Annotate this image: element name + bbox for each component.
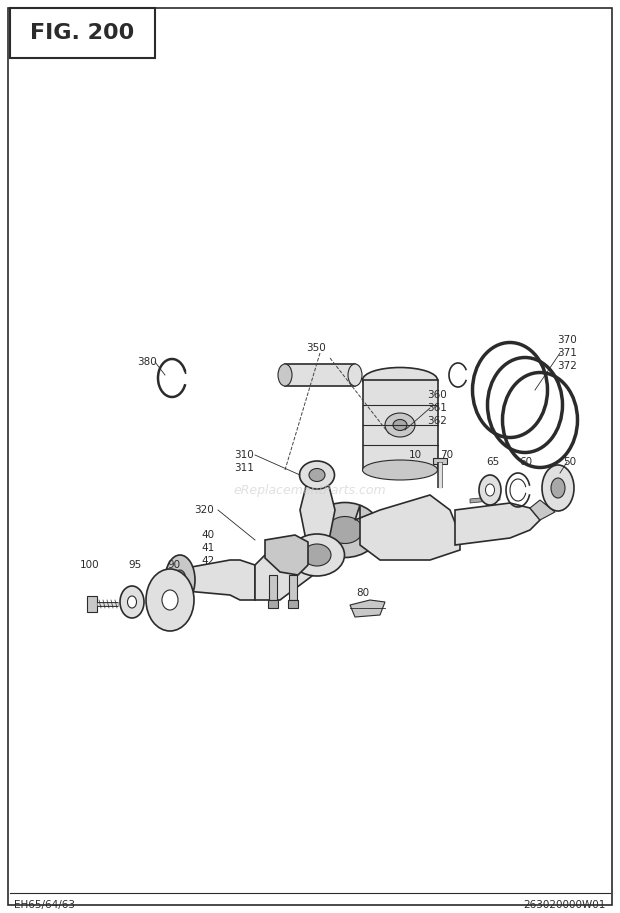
Text: 360: 360 <box>427 390 447 400</box>
Ellipse shape <box>479 475 501 505</box>
Text: 10: 10 <box>409 450 422 460</box>
Ellipse shape <box>278 364 292 386</box>
Text: 372: 372 <box>557 361 577 371</box>
Ellipse shape <box>363 460 438 480</box>
Text: 70: 70 <box>440 450 454 460</box>
Ellipse shape <box>299 461 335 489</box>
Polygon shape <box>300 470 335 560</box>
Polygon shape <box>285 364 355 386</box>
Polygon shape <box>289 575 297 600</box>
Text: 90: 90 <box>167 560 180 570</box>
Text: EH65/64/63: EH65/64/63 <box>14 900 75 910</box>
Polygon shape <box>288 600 298 608</box>
Text: eReplacementParts.com: eReplacementParts.com <box>234 484 386 497</box>
Ellipse shape <box>485 484 495 496</box>
Ellipse shape <box>393 419 407 431</box>
Polygon shape <box>268 600 278 608</box>
Polygon shape <box>269 575 277 600</box>
Text: 380: 380 <box>137 357 157 367</box>
Ellipse shape <box>303 544 331 566</box>
Text: FIG. 200: FIG. 200 <box>30 23 134 43</box>
Text: 370: 370 <box>557 335 577 345</box>
Ellipse shape <box>310 502 380 558</box>
Polygon shape <box>470 496 500 503</box>
Ellipse shape <box>309 468 325 481</box>
Text: 350: 350 <box>306 343 326 353</box>
Ellipse shape <box>363 368 438 393</box>
Text: 80: 80 <box>356 588 370 598</box>
Text: 310: 310 <box>234 450 254 460</box>
Ellipse shape <box>290 534 345 576</box>
Polygon shape <box>363 380 438 470</box>
Text: 40: 40 <box>202 530 215 540</box>
Polygon shape <box>265 535 308 575</box>
Text: 100: 100 <box>80 560 100 570</box>
Polygon shape <box>87 596 97 612</box>
Text: 263020000W01: 263020000W01 <box>524 900 606 910</box>
Ellipse shape <box>128 596 136 608</box>
Polygon shape <box>355 495 460 560</box>
Polygon shape <box>433 458 447 464</box>
Polygon shape <box>350 600 385 617</box>
Polygon shape <box>255 545 345 600</box>
Text: 95: 95 <box>128 560 141 570</box>
Ellipse shape <box>146 569 194 631</box>
Text: 60: 60 <box>520 457 533 467</box>
Text: 371: 371 <box>557 348 577 358</box>
Text: 42: 42 <box>202 556 215 566</box>
Ellipse shape <box>551 478 565 498</box>
Ellipse shape <box>542 465 574 511</box>
Ellipse shape <box>385 413 415 437</box>
Ellipse shape <box>327 517 363 543</box>
Ellipse shape <box>174 570 186 590</box>
Ellipse shape <box>165 555 195 605</box>
Text: 65: 65 <box>486 457 500 467</box>
Text: 320: 320 <box>194 505 214 515</box>
Polygon shape <box>175 560 255 600</box>
Text: 311: 311 <box>234 463 254 473</box>
Text: 361: 361 <box>427 403 447 413</box>
Polygon shape <box>455 503 540 545</box>
Text: 50: 50 <box>564 457 577 467</box>
Ellipse shape <box>348 364 362 386</box>
FancyBboxPatch shape <box>10 8 155 58</box>
Polygon shape <box>530 500 555 520</box>
Text: 362: 362 <box>427 416 447 426</box>
Ellipse shape <box>120 586 144 618</box>
Text: 41: 41 <box>202 543 215 553</box>
Ellipse shape <box>162 590 178 610</box>
